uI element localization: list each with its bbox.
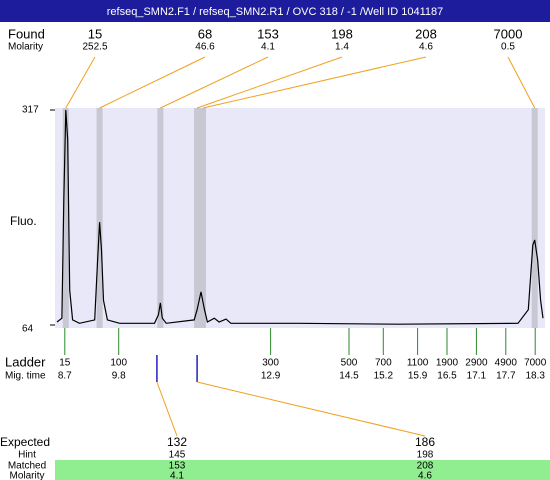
- ladder-time: 18.3: [525, 371, 545, 382]
- trace: [56, 109, 544, 325]
- found-molarity: 46.6: [195, 42, 215, 53]
- peak-connector: [99, 56, 206, 109]
- ladder-size: 300: [262, 358, 279, 369]
- found-sublabel: Molarity: [8, 42, 43, 53]
- expected-connector: [156, 381, 178, 437]
- peak-connector: [65, 56, 96, 109]
- found-size: 153: [257, 26, 279, 41]
- y-tick-label: 317: [22, 105, 39, 116]
- found-size: 198: [331, 26, 353, 41]
- found-size: 15: [88, 26, 102, 41]
- found-size: 7000: [494, 26, 523, 41]
- found-size: 68: [198, 26, 212, 41]
- ladder-size: 15: [59, 358, 71, 369]
- ladder-time: 15.9: [408, 371, 428, 382]
- y-label: Fluo.: [10, 214, 37, 228]
- peak-band: [199, 108, 206, 328]
- expected-row-label: Molarity: [9, 471, 44, 480]
- found-molarity: 252.5: [82, 42, 107, 53]
- ladder-time: 14.5: [339, 371, 359, 382]
- expected-size: 186: [415, 435, 435, 449]
- plot-area: [55, 108, 545, 328]
- ladder-size: 100: [110, 358, 127, 369]
- peak-connector: [196, 56, 343, 109]
- ladder-size: 7000: [524, 358, 547, 369]
- peak-band: [194, 108, 201, 328]
- expected-hint: 145: [169, 450, 186, 461]
- ladder-label: Ladder: [5, 354, 46, 369]
- ladder-size: 4900: [495, 358, 518, 369]
- ladder-time: 9.8: [112, 371, 126, 382]
- expected-connector: [196, 381, 426, 437]
- matched-rows: [55, 460, 550, 480]
- ladder-time: 15.2: [374, 371, 394, 382]
- peak-connector: [202, 56, 427, 109]
- ladder-size: 1100: [407, 358, 429, 369]
- expected-row-label: Hint: [18, 450, 36, 461]
- ladder-size: 500: [341, 358, 358, 369]
- title: refseq_SMN2.F1 / refseq_SMN2.R1 / OVC 31…: [107, 6, 443, 18]
- ladder-sublabel: Mig. time: [5, 371, 46, 382]
- title-bar: [0, 0, 550, 22]
- ladder-size: 1900: [436, 358, 459, 369]
- found-label: Found: [8, 26, 45, 41]
- peak-band: [96, 108, 103, 328]
- ladder-time: 12.9: [261, 371, 281, 382]
- expected-row-label: Expected: [0, 435, 50, 449]
- found-molarity: 0.5: [501, 42, 515, 53]
- peak-band: [531, 108, 538, 328]
- expected-hint: 198: [417, 450, 434, 461]
- found-size: 208: [415, 26, 437, 41]
- found-molarity: 4.6: [419, 42, 433, 53]
- expected-matched: 153: [169, 461, 186, 472]
- ladder-time: 17.7: [496, 371, 516, 382]
- ladder-time: 16.5: [437, 371, 457, 382]
- expected-row-label: Matched: [8, 461, 46, 472]
- peak-connector: [507, 56, 536, 109]
- peak-band: [62, 108, 69, 328]
- expected-molarity: 4.6: [418, 471, 432, 480]
- ladder-size: 700: [375, 358, 392, 369]
- peak-connector: [160, 56, 269, 109]
- peak-band: [157, 108, 164, 328]
- found-molarity: 4.1: [261, 42, 275, 53]
- y-tick-label: 64: [22, 324, 34, 335]
- ladder-time: 8.7: [58, 371, 72, 382]
- expected-matched: 208: [417, 461, 434, 472]
- found-molarity: 1.4: [335, 42, 349, 53]
- expected-size: 132: [167, 435, 187, 449]
- ladder-size: 2900: [465, 358, 488, 369]
- expected-molarity: 4.1: [170, 471, 184, 480]
- ladder-time: 17.1: [467, 371, 487, 382]
